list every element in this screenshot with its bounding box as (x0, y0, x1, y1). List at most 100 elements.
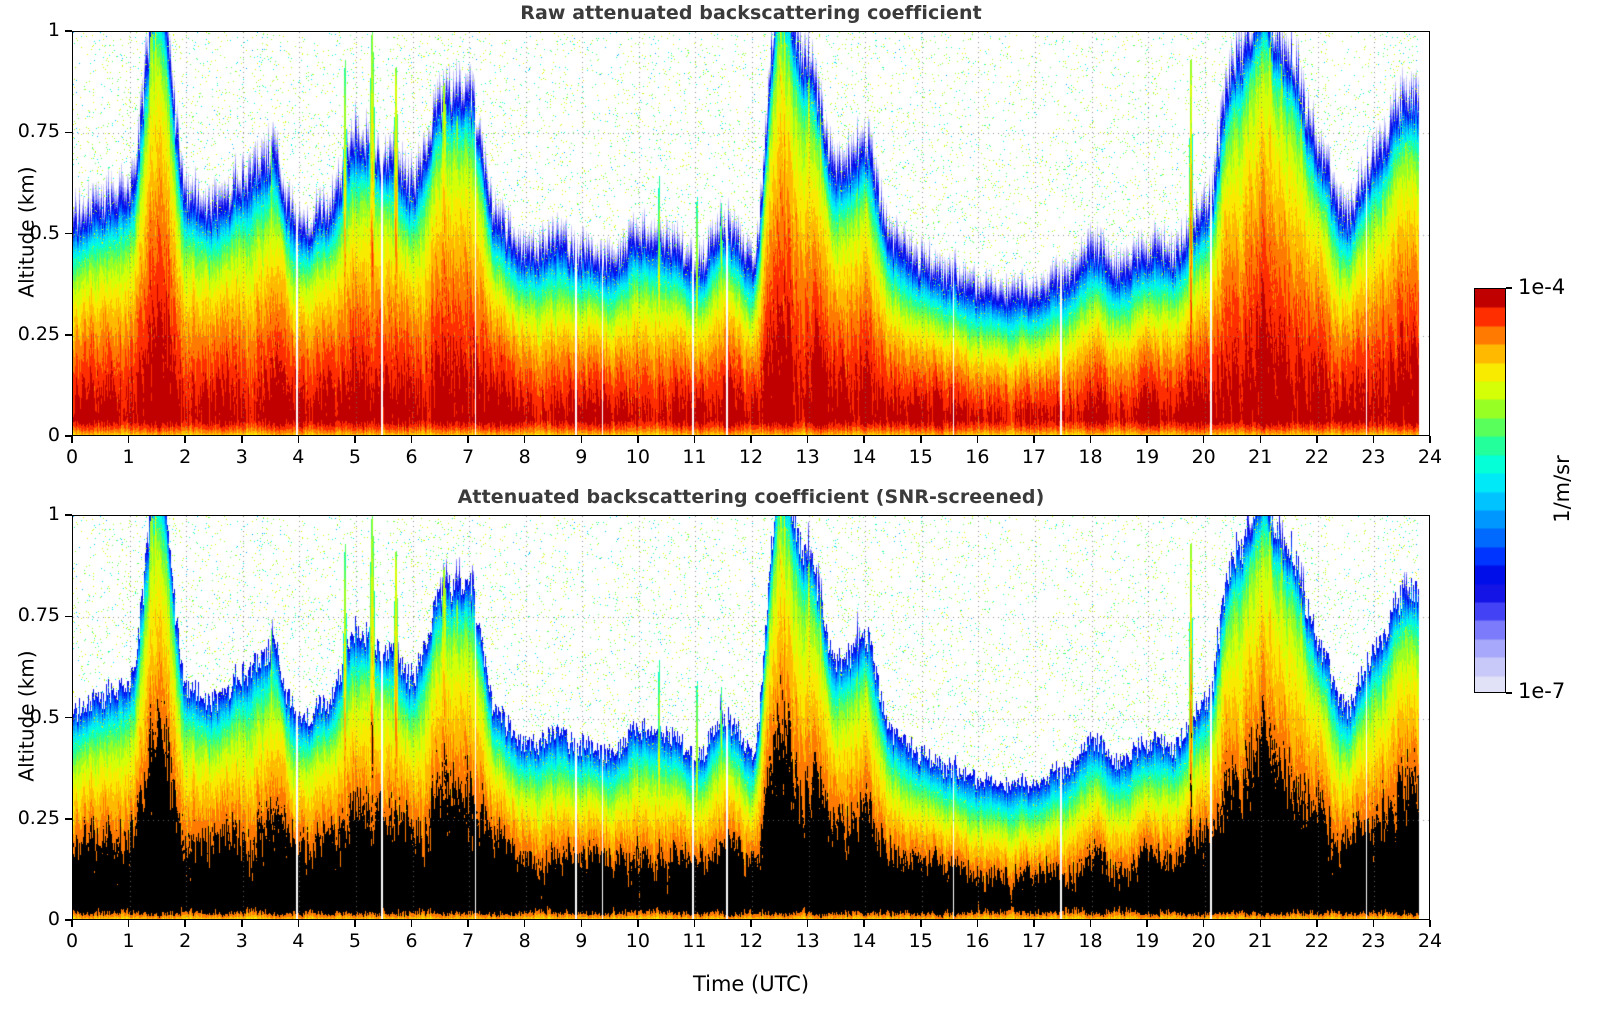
x-tick-label: 8 (518, 446, 531, 468)
x-tick-label: 1 (122, 930, 135, 952)
x-tick-label: 5 (348, 930, 361, 952)
y-tick-mark (65, 615, 72, 617)
x-tick-mark (863, 436, 865, 443)
x-tick-mark (976, 436, 979, 443)
colorbar-min-label: 1e-7 (1518, 679, 1566, 703)
x-tick-mark (580, 920, 582, 927)
x-tick-label: 19 (1134, 446, 1160, 468)
x-tick-mark (920, 920, 922, 927)
y-tick-mark (65, 334, 72, 336)
x-tick-label: 2 (179, 446, 192, 468)
x-tick-mark (467, 920, 469, 927)
x-tick-mark (127, 436, 130, 443)
panel-raw-heatmap (73, 32, 1429, 435)
x-tick-label: 7 (462, 930, 475, 952)
x-tick-label: 16 (965, 446, 990, 468)
x-tick-label: 6 (405, 446, 418, 468)
x-tick-mark (523, 920, 526, 927)
x-tick-label: 17 (1021, 446, 1046, 468)
colorbar[interactable] (1474, 288, 1506, 693)
x-tick-mark (467, 436, 469, 443)
x-tick-label: 19 (1134, 930, 1160, 952)
x-tick-label: 22 (1304, 446, 1329, 468)
y-tick-mark (65, 514, 72, 516)
x-tick-label: 16 (965, 930, 990, 952)
y-tick-label: 0.75 (17, 604, 60, 627)
x-tick-mark (693, 436, 696, 443)
x-tick-label: 1 (122, 446, 135, 468)
x-tick-label: 24 (1417, 446, 1443, 468)
panel-screened-x-axis-label: Time (UTC) (692, 972, 810, 996)
panel-screened-axes[interactable] (72, 515, 1430, 920)
x-tick-mark (1259, 436, 1261, 443)
colorbar-max-label: 1e-4 (1518, 275, 1566, 299)
x-tick-mark (580, 436, 582, 443)
y-tick-mark (65, 30, 72, 32)
x-tick-mark (1033, 920, 1035, 927)
y-tick-label: 0.75 (17, 120, 60, 143)
x-tick-mark (1372, 436, 1375, 443)
x-tick-label: 5 (348, 446, 361, 468)
x-tick-label: 12 (738, 930, 764, 952)
x-tick-mark (241, 920, 243, 927)
x-tick-label: 7 (462, 446, 475, 468)
x-tick-label: 23 (1361, 930, 1386, 952)
x-tick-mark (523, 436, 526, 443)
x-tick-mark (410, 436, 413, 443)
x-tick-label: 20 (1191, 930, 1216, 952)
x-tick-label: 13 (795, 446, 820, 468)
y-tick-label: 0.25 (17, 806, 60, 829)
x-tick-mark (920, 436, 922, 443)
colorbar-gradient (1475, 289, 1505, 692)
x-tick-label: 22 (1304, 930, 1329, 952)
y-tick-label: 0.5 (29, 705, 60, 728)
x-tick-label: 15 (908, 446, 933, 468)
x-tick-mark (750, 920, 752, 927)
x-tick-mark (241, 436, 243, 443)
x-tick-mark (297, 436, 300, 443)
x-tick-mark (1259, 920, 1261, 927)
panel-raw-title: Raw attenuated backscattering coefficien… (520, 2, 982, 24)
x-tick-label: 18 (1078, 446, 1103, 468)
panel-raw-axes[interactable] (72, 31, 1430, 436)
x-tick-mark (806, 436, 809, 443)
x-tick-label: 23 (1361, 446, 1386, 468)
colorbar-tick-mark (1506, 692, 1512, 694)
x-tick-label: 13 (795, 930, 820, 952)
x-tick-mark (410, 920, 413, 927)
x-tick-label: 18 (1078, 930, 1103, 952)
y-tick-mark (65, 919, 72, 921)
x-tick-label: 0 (65, 446, 79, 468)
x-tick-mark (127, 920, 130, 927)
x-tick-mark (693, 920, 696, 927)
y-tick-label: 1 (47, 19, 60, 41)
y-tick-mark (65, 232, 72, 235)
y-tick-mark (65, 716, 72, 719)
y-tick-mark (65, 818, 72, 820)
colorbar-tick-mark (1506, 287, 1512, 289)
panel-screened-title: Attenuated backscattering coefficient (S… (457, 486, 1045, 508)
x-tick-mark (1146, 436, 1148, 443)
x-tick-label: 2 (179, 930, 192, 952)
x-tick-mark (184, 920, 186, 927)
x-tick-mark (1316, 920, 1318, 927)
y-tick-label: 0 (47, 424, 60, 446)
x-tick-label: 9 (575, 446, 588, 468)
x-tick-mark (71, 920, 73, 927)
y-tick-label: 0.5 (29, 221, 60, 244)
y-tick-label: 0 (47, 908, 60, 930)
x-tick-mark (806, 920, 809, 927)
y-tick-label: 1 (47, 503, 60, 525)
x-tick-mark (354, 436, 356, 443)
x-tick-mark (637, 920, 639, 927)
x-tick-mark (1372, 920, 1375, 927)
x-tick-mark (1089, 436, 1092, 443)
x-tick-label: 12 (738, 446, 764, 468)
x-tick-label: 21 (1248, 446, 1273, 468)
x-tick-label: 11 (682, 446, 707, 468)
x-tick-mark (1429, 436, 1431, 443)
x-tick-label: 4 (292, 930, 305, 952)
x-tick-mark (297, 920, 300, 927)
x-tick-mark (863, 920, 865, 927)
y-tick-mark (65, 435, 72, 437)
